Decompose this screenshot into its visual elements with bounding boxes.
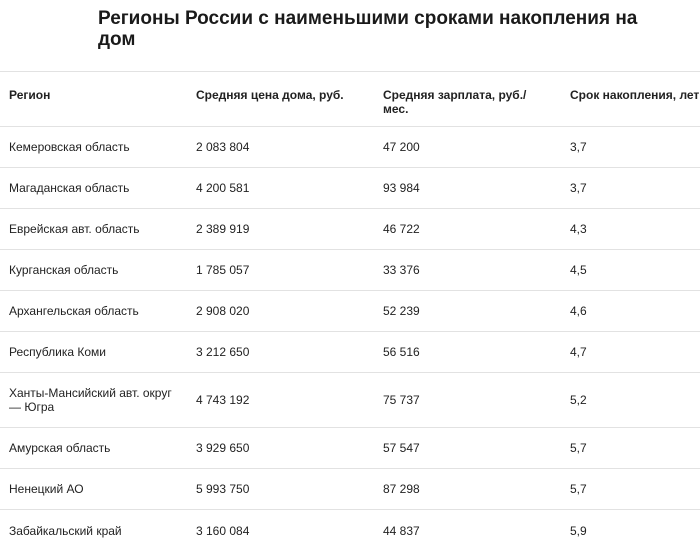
cell-region: Магаданская область bbox=[9, 181, 130, 195]
cell-salary: 46 722 bbox=[383, 222, 420, 236]
table-row: Архангельская область 2 908 020 52 239 4… bbox=[0, 291, 700, 332]
table-row: Ненецкий АО 5 993 750 87 298 5,7 bbox=[0, 469, 700, 510]
cell-salary: 87 298 bbox=[383, 482, 420, 496]
cell-salary: 47 200 bbox=[383, 140, 420, 154]
cell-years: 5,7 bbox=[570, 482, 587, 496]
cell-years: 4,5 bbox=[570, 263, 587, 277]
cell-price: 2 908 020 bbox=[196, 304, 250, 318]
cell-price: 2 083 804 bbox=[196, 140, 250, 154]
table-row: Забайкальский край 3 160 084 44 837 5,9 bbox=[0, 510, 700, 551]
cell-years: 4,7 bbox=[570, 345, 587, 359]
header-price: Средняя цена дома, руб. bbox=[196, 88, 344, 102]
cell-region: Курганская область bbox=[9, 263, 119, 277]
cell-price: 3 212 650 bbox=[196, 345, 250, 359]
cell-salary: 56 516 bbox=[383, 345, 420, 359]
table-row: Амурская область 3 929 650 57 547 5,7 bbox=[0, 428, 700, 469]
header-years: Срок накопления, лет bbox=[570, 88, 700, 102]
cell-years: 5,2 bbox=[570, 393, 587, 407]
table-row: Еврейская авт. область 2 389 919 46 722 … bbox=[0, 209, 700, 250]
cell-price: 3 929 650 bbox=[196, 441, 250, 455]
cell-salary: 44 837 bbox=[383, 523, 420, 538]
table-row: Кемеровская область 2 083 804 47 200 3,7 bbox=[0, 127, 700, 168]
table-header: Регион Средняя цена дома, руб. Средняя з… bbox=[0, 71, 700, 127]
cell-region: Архангельская область bbox=[9, 304, 139, 318]
cell-price: 1 785 057 bbox=[196, 263, 250, 277]
cell-years: 4,6 bbox=[570, 304, 587, 318]
cell-region: Республика Коми bbox=[9, 345, 106, 359]
cell-salary: 93 984 bbox=[383, 181, 420, 195]
cell-years: 5,9 bbox=[570, 523, 587, 538]
cell-years: 3,7 bbox=[570, 181, 587, 195]
cell-price: 3 160 084 bbox=[196, 523, 250, 538]
table-row: Магаданская область 4 200 581 93 984 3,7 bbox=[0, 168, 700, 209]
cell-salary: 75 737 bbox=[383, 393, 420, 407]
cell-region: Еврейская авт. область bbox=[9, 222, 140, 236]
cell-price: 4 743 192 bbox=[196, 393, 250, 407]
cell-years: 3,7 bbox=[570, 140, 587, 154]
cell-salary: 33 376 bbox=[383, 263, 420, 277]
cell-years: 4,3 bbox=[570, 222, 587, 236]
page-title: Регионы России с наименьшими сроками нак… bbox=[98, 8, 638, 50]
cell-salary: 57 547 bbox=[383, 441, 420, 455]
table-row: Республика Коми 3 212 650 56 516 4,7 bbox=[0, 332, 700, 373]
cell-region: Забайкальский край bbox=[9, 523, 122, 538]
table-row: Курганская область 1 785 057 33 376 4,5 bbox=[0, 250, 700, 291]
cell-price: 2 389 919 bbox=[196, 222, 250, 236]
table-row: Ханты-Мансийский авт. округ — Югра 4 743… bbox=[0, 373, 700, 428]
header-region: Регион bbox=[9, 88, 51, 102]
cell-salary: 52 239 bbox=[383, 304, 420, 318]
cell-years: 5,7 bbox=[570, 441, 587, 455]
cell-price: 5 993 750 bbox=[196, 482, 250, 496]
header-salary: Средняя зарплата, руб./ мес. bbox=[383, 88, 527, 116]
cell-region: Ненецкий АО bbox=[9, 482, 84, 496]
cell-region: Амурская область bbox=[9, 441, 111, 455]
cell-region: Ханты-Мансийский авт. округ — Югра bbox=[9, 386, 172, 414]
data-table: Регион Средняя цена дома, руб. Средняя з… bbox=[0, 71, 700, 551]
cell-price: 4 200 581 bbox=[196, 181, 250, 195]
cell-region: Кемеровская область bbox=[9, 140, 130, 154]
